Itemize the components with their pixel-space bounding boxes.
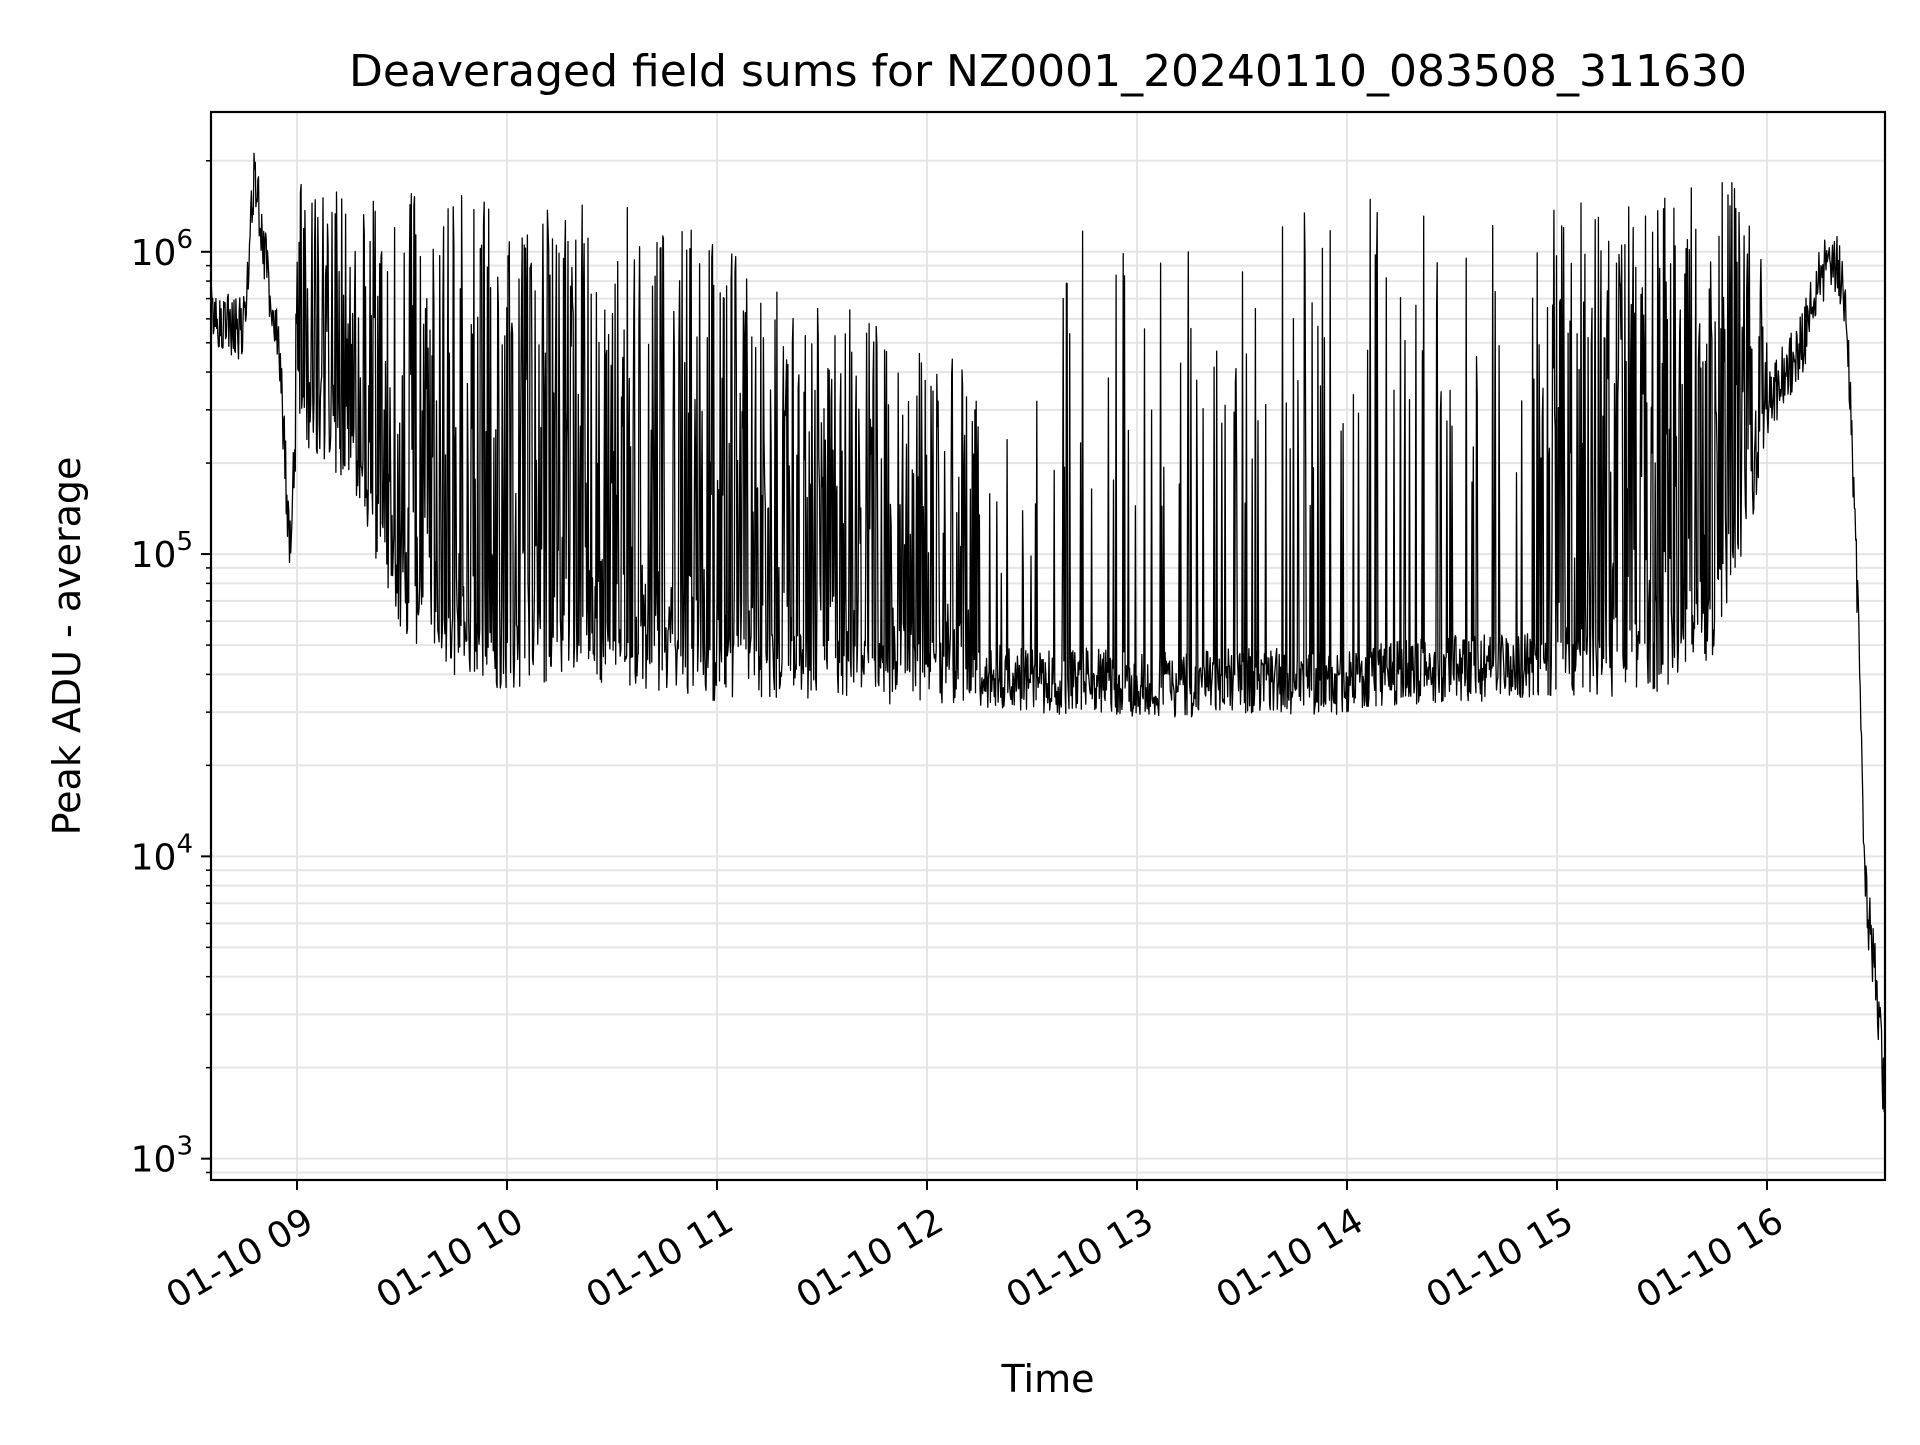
plot-frame (209, 110, 1887, 1182)
y-tick-label: 106 (131, 225, 193, 274)
chart-title: Deaveraged field sums for NZ0001_2024011… (349, 46, 1747, 97)
y-tick-label: 104 (131, 829, 193, 878)
y-axis: 103 104 105 106 (131, 160, 211, 1181)
plot-area (211, 152, 1885, 1141)
data-series-line (211, 152, 1885, 1141)
y-tick-label: 105 (131, 527, 193, 576)
y-axis-label: Peak ADU - average (45, 457, 89, 836)
x-axis-label: Time (1001, 1357, 1095, 1401)
y-tick-label: 103 (131, 1132, 193, 1181)
